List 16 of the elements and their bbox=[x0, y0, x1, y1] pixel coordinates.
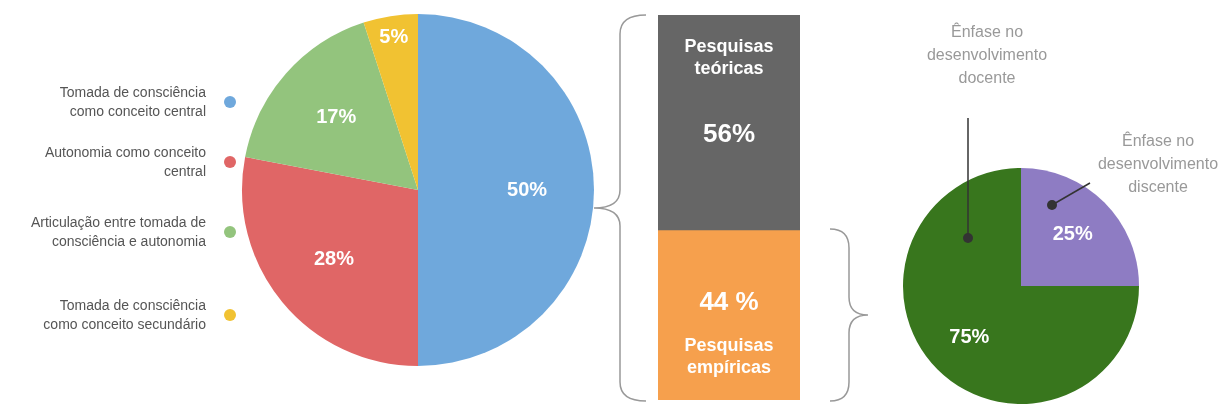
data-label: 44 % bbox=[699, 286, 759, 317]
data-label: 28% bbox=[313, 247, 355, 270]
legend-label: Articulação entre tomada de consciência e autonomia bbox=[29, 213, 206, 251]
series-label: Pesquisas teóricas bbox=[684, 35, 774, 78]
slice-label: Ênfase no desenvolvimento discente bbox=[1097, 131, 1219, 196]
data-label: 75% bbox=[949, 325, 990, 348]
slice-label: Ênfase no desenvolvimento docente bbox=[926, 22, 1048, 87]
data-label: 56% bbox=[702, 117, 756, 148]
data-label: 25% bbox=[1052, 221, 1093, 244]
legend-label: Autonomia como conceito central bbox=[43, 143, 206, 181]
series-label: Pesquisas empíricas bbox=[684, 334, 774, 377]
legend-label: Tomada de consciência como conceito secundário bbox=[42, 296, 206, 334]
data-label: 50% bbox=[507, 177, 548, 200]
legend-label: Tomada de consciência como conceito central bbox=[58, 83, 206, 121]
data-label: 5% bbox=[379, 24, 409, 47]
data-label: 17% bbox=[316, 105, 357, 128]
